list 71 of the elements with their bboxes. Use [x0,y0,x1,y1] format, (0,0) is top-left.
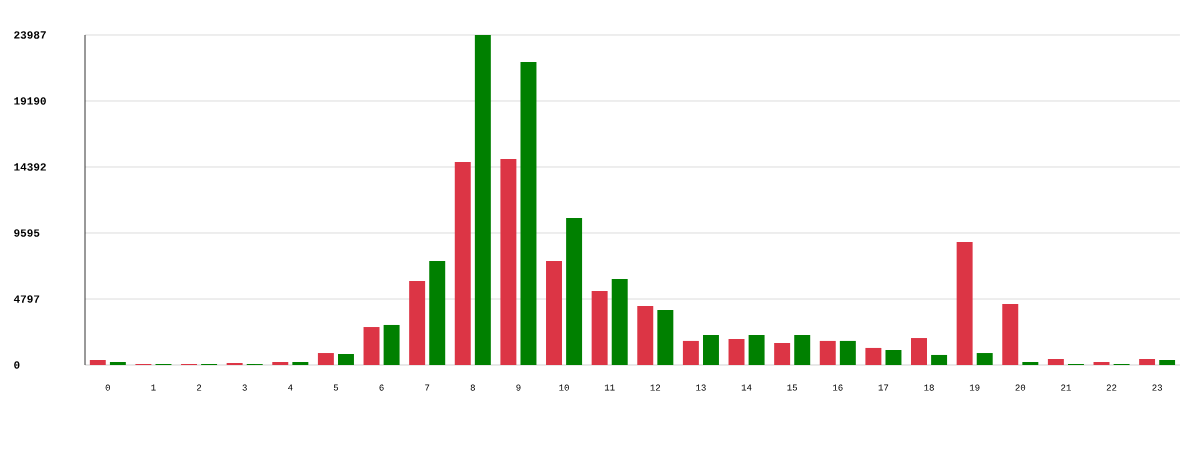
bar [520,61,537,365]
bar [363,327,380,365]
bar [226,362,243,365]
x-tick-label: 18 [924,384,934,391]
x-tick-label: 5 [333,384,339,391]
x-tick-label: 17 [878,384,889,391]
x-tick-label: 6 [379,384,384,391]
x-tick-label: 7 [425,384,430,391]
bar [591,290,608,365]
bar [409,280,426,365]
bar [637,305,654,365]
x-tick-label: 12 [650,384,661,391]
bar [976,353,993,365]
x-tick-label: 2 [196,384,202,391]
bar [865,347,882,365]
bar [109,361,126,365]
bar [657,309,674,365]
bar [454,161,471,365]
x-tick-label: 14 [741,384,752,391]
bar [611,279,628,365]
x-tick-label: 15 [787,384,798,391]
x-tick-label: 0 [105,384,110,391]
bar [682,340,699,365]
bar [956,242,973,365]
bar [474,34,491,365]
bar [774,342,791,365]
y-tick-label: 9595 [14,229,40,237]
bar [702,335,719,365]
bar [1022,361,1039,365]
x-tick-label: 10 [559,384,569,391]
x-tick-label: 16 [833,384,843,391]
x-tick-label: 1 [151,384,156,391]
bar [272,361,289,365]
x-tick-label: 3 [242,384,247,391]
bar [911,338,927,365]
bar [839,340,856,365]
bar [1002,304,1019,365]
x-tick-label: 20 [1015,384,1026,391]
x-tick-label: 21 [1061,384,1071,391]
bar [885,350,902,365]
bar [1159,360,1176,365]
bar [500,159,517,365]
bar [794,335,811,365]
y-tick-label: 4797 [13,295,40,303]
y-tick-label: 0 [14,361,20,369]
x-tick-label: 13 [696,384,706,391]
y-tick-label: 23987 [14,31,46,39]
x-tick-label: 9 [516,384,521,391]
bar [383,324,400,365]
x-tick-label: 8 [470,384,475,391]
bar [728,339,745,365]
bar [1093,361,1110,365]
y-tick-label: 14392 [14,163,46,171]
bar [546,260,562,365]
bar [292,361,309,365]
bar [1047,358,1064,365]
bar [748,335,765,365]
x-tick-label: 19 [969,384,980,391]
bar [566,217,583,365]
bar [1139,358,1156,365]
bar [317,353,334,365]
bar [337,353,354,365]
y-tick-label: 19190 [14,97,46,105]
x-tick-label: 22 [1106,384,1117,391]
bar [429,260,446,365]
x-tick-label: 4 [288,384,293,391]
bar [819,340,836,365]
x-tick-label: 23 [1152,384,1162,391]
bar [931,354,948,365]
x-tick-label: 11 [604,384,615,391]
bar [89,360,106,365]
